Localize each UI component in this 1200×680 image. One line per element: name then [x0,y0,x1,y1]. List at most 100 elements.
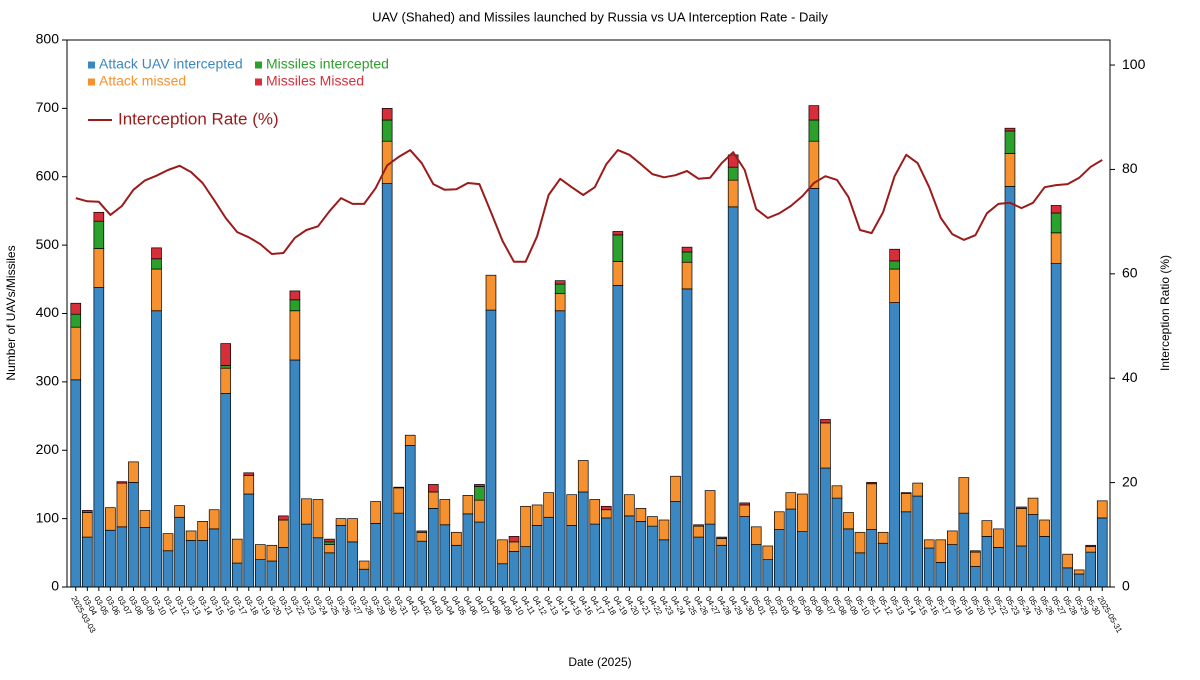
bar-segment [416,531,428,542]
bar-segment [174,505,185,518]
bar-segment [70,379,82,588]
bar-segment [647,516,658,527]
bar-segment [1027,514,1039,588]
rate-line [75,149,1103,263]
bar-segment [981,536,993,588]
bar-segment [970,550,981,553]
bar-segment [866,482,877,485]
bar-segment [220,393,232,588]
bar-segment [1096,500,1108,519]
bar-segment [508,551,520,588]
bar-segment [531,525,543,588]
bar-segment [900,492,912,494]
bar-segment [1073,569,1085,575]
bar-segment [935,562,947,588]
y-tick-label: 0 [51,578,59,594]
bar-segment [693,524,704,527]
bar-segment [739,516,751,588]
bar-segment [889,268,900,303]
bar-segment [681,261,693,290]
bar-segment [820,419,831,424]
y-axis-label: Number of UAVs/Missiles [4,245,18,380]
y2-axis-label: Interception Ratio (%) [1158,255,1172,371]
y-tick-label: 500 [36,236,60,252]
y2-tick-label: 0 [1122,578,1130,594]
bar-segment [151,258,162,270]
bar-segment [704,490,716,525]
bar-segment [1085,546,1097,553]
bar-segment [554,283,566,295]
bar-segment [843,528,854,588]
bar-segment [612,261,624,286]
bar-segment [151,310,162,588]
bar-segment [243,475,255,495]
bar-segment [1073,573,1085,588]
bar-segment [658,539,670,588]
bar-segment [416,530,428,533]
bar-segment [324,552,335,588]
bar-segment [600,517,612,588]
bar-segment [670,475,681,502]
y-tick-label: 100 [36,509,60,525]
bar-segment [289,310,301,361]
y-tick-label: 300 [36,373,60,389]
bar-segment [312,499,324,539]
bar-segment [254,559,266,588]
bar-segment [393,512,405,588]
bar-segment [416,540,428,588]
legend-label: Attack UAV intercepted [99,56,243,72]
bar-segment [1004,153,1016,187]
bar-segment [762,559,774,588]
legend-swatch [88,78,95,86]
bar-segment [451,531,462,546]
bar-segment [877,542,889,588]
bar-segment [681,246,693,253]
bar-segment [566,525,578,588]
bar-segment [116,526,128,588]
bar-segment [635,521,647,588]
bar-segment [958,477,970,514]
bar-segment [624,494,635,517]
bar-segment [312,537,324,588]
bar-segment [231,538,243,564]
bar-segment [1050,212,1062,234]
bar-segment [520,546,531,588]
bar-segment [393,486,405,489]
bar-segment [1050,263,1062,588]
bar-segment [347,541,358,588]
bar-segment [600,509,612,519]
bar-segment [1039,536,1050,588]
bar-segment [370,523,381,588]
bar-segment [301,523,312,588]
bar-segment [958,512,970,588]
bar-segment [220,367,232,394]
bar-segment [70,326,82,381]
bar-segment [831,497,843,588]
bar-segment [474,521,485,588]
bar-segment [358,568,370,588]
bar-segment [266,544,278,562]
plot-frame [66,39,1111,588]
bar-segment [208,528,220,588]
bar-segment [727,179,739,208]
bar-segment [854,531,866,554]
legend-label: Attack missed [99,73,186,89]
bar-segment [566,494,578,526]
bar-segment [520,505,531,548]
bar-segment [474,484,485,487]
bar-segment [462,513,474,588]
bar-segment [116,482,128,528]
bar-segment [81,512,93,538]
bar-segment [693,525,704,538]
bar-segment [81,510,93,513]
bar-segment [866,529,877,588]
bar-segment [381,183,393,588]
bar-segment [543,492,554,518]
bar-segment [208,509,220,530]
bar-segment [681,288,693,588]
bar-segment [1016,508,1027,547]
bar-segment [358,560,370,570]
bar-segment [474,499,485,523]
bar-segment [647,525,658,588]
